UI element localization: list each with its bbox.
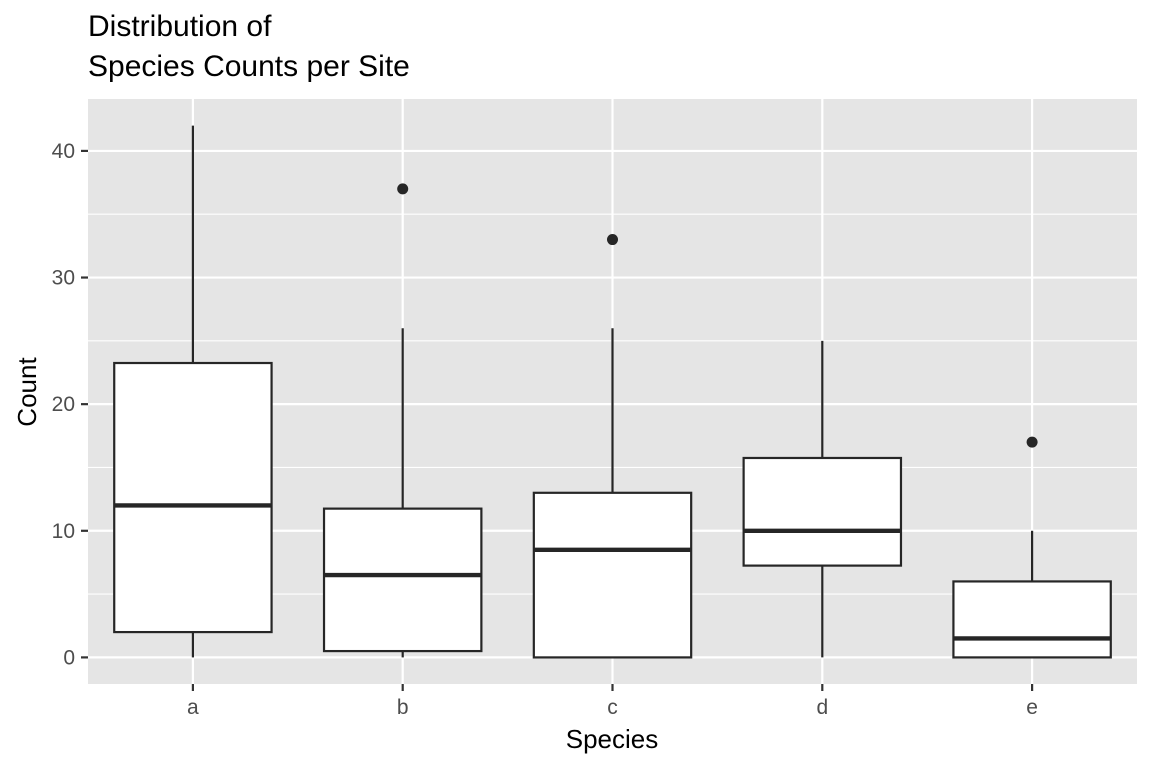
outlier-point [607, 234, 618, 246]
y-tick-label: 40 [52, 140, 75, 163]
box-series [113, 125, 1112, 659]
x-tick-label: b [397, 696, 409, 719]
y-tick-label: 30 [52, 267, 75, 290]
box-iqr [952, 580, 1112, 659]
box-iqr [532, 491, 693, 659]
x-tick-label: c [607, 696, 618, 719]
chart-title-line-2: Species Counts per Site [88, 50, 410, 83]
box-d [742, 340, 903, 658]
box-c [532, 234, 693, 659]
y-tick-label: 10 [52, 520, 75, 543]
y-tick-label: 0 [63, 646, 75, 669]
box-b [322, 183, 483, 658]
outlier-point [397, 183, 409, 195]
y-tick-label: 20 [52, 393, 75, 416]
x-axis-title: Species [566, 724, 659, 754]
box-iqr [742, 456, 903, 567]
y-axis-title: Count [12, 357, 42, 427]
x-tick-label: a [187, 696, 199, 719]
box-a [113, 125, 273, 658]
y-axis: 0 10 20 30 40 [52, 140, 88, 669]
chart-title-line-1: Distribution of [88, 10, 272, 43]
x-tick-label: e [1026, 696, 1038, 719]
box-iqr [322, 507, 483, 653]
x-tick-label: d [816, 696, 828, 719]
x-axis: a b c d e [187, 684, 1038, 719]
box-iqr [113, 361, 273, 634]
outlier-point [1026, 436, 1038, 448]
box-e [952, 436, 1112, 659]
